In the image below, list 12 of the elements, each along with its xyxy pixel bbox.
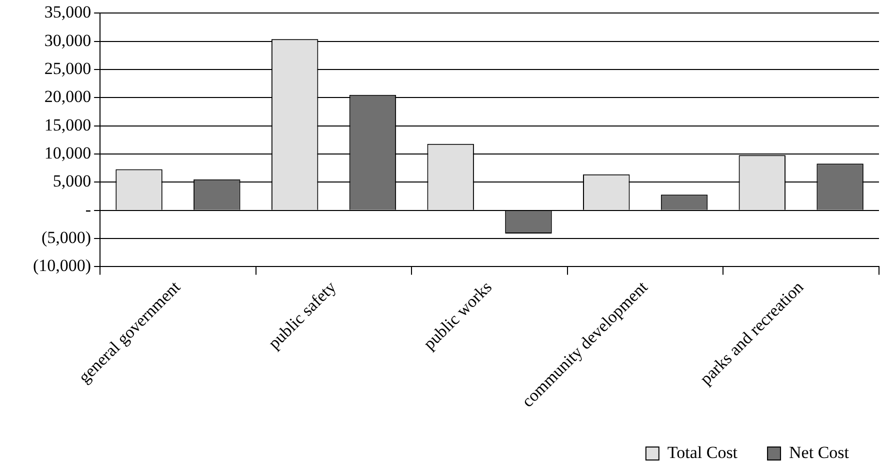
- legend-label: Net Cost: [789, 442, 850, 462]
- y-tick-label: 35,000: [44, 2, 92, 22]
- y-tick-label: 15,000: [44, 115, 92, 134]
- y-tick-label: 20,000: [44, 87, 92, 106]
- y-tick-label: (5,000): [41, 228, 92, 248]
- y-tick-label: 25,000: [44, 59, 92, 78]
- legend-label: Total Cost: [667, 442, 738, 462]
- y-tick-label: (10,000): [32, 256, 92, 276]
- y-tick-label: -: [85, 200, 92, 219]
- y-tick-label: 10,000: [44, 144, 92, 163]
- y-tick-label: 5,000: [52, 172, 92, 191]
- y-tick-label: 30,000: [44, 30, 92, 50]
